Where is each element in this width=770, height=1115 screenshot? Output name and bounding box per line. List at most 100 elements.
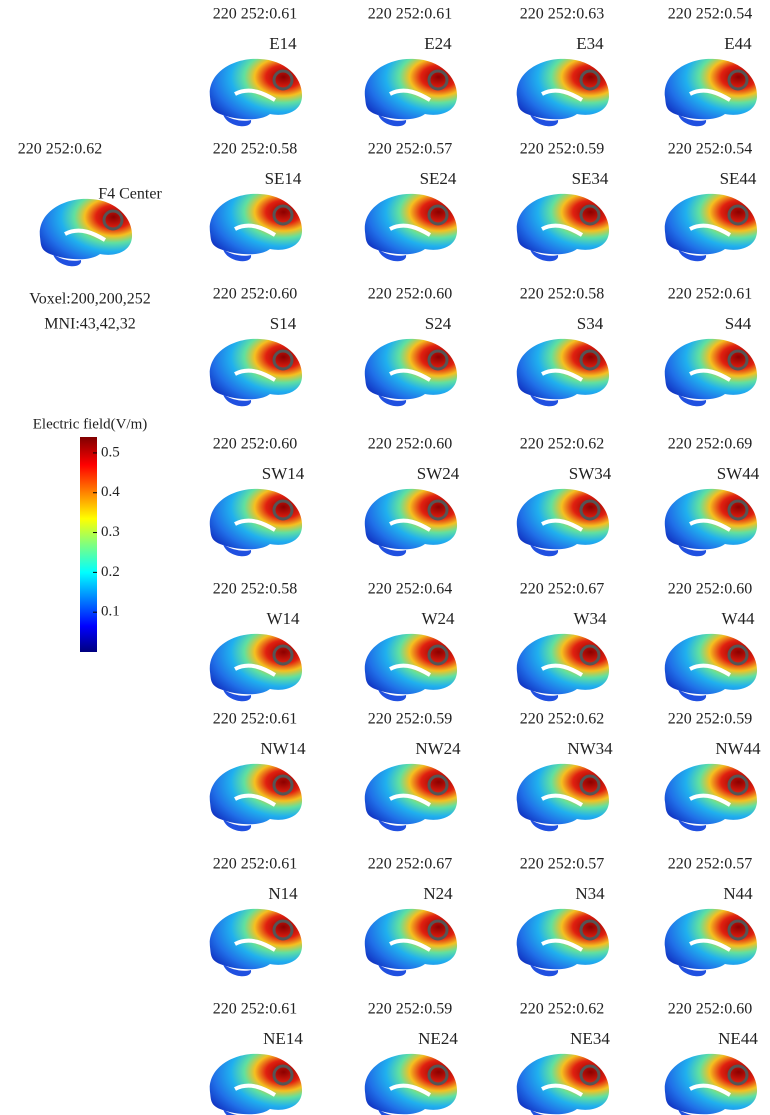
brain-image bbox=[207, 191, 305, 264]
cell-label: NW24 bbox=[415, 739, 461, 758]
cell-label: N14 bbox=[268, 884, 298, 903]
cell-label: S34 bbox=[577, 314, 604, 333]
cell-label: W14 bbox=[266, 609, 300, 628]
cell-score: 220 252:0.64 bbox=[368, 581, 452, 598]
brain-image bbox=[662, 191, 760, 264]
brain-image bbox=[362, 631, 460, 704]
brain-image bbox=[514, 56, 612, 129]
cell-score: 220 252:0.63 bbox=[520, 6, 604, 23]
cell-score: 220 252:0.58 bbox=[213, 141, 297, 158]
cell-score: 220 252:0.62 bbox=[520, 711, 604, 728]
cell-label: NW44 bbox=[715, 739, 761, 758]
cell-label: SE14 bbox=[265, 169, 302, 188]
cell-label: N44 bbox=[723, 884, 753, 903]
mni-text: MNI:43,42,32 bbox=[44, 316, 136, 333]
brain-image bbox=[514, 191, 612, 264]
brain-image bbox=[514, 486, 612, 559]
cell-label: E14 bbox=[269, 34, 297, 53]
cell-label: W24 bbox=[421, 609, 455, 628]
cell-score: 220 252:0.60 bbox=[368, 286, 452, 303]
brain-image bbox=[662, 906, 760, 979]
cell-score: 220 252:0.59 bbox=[668, 711, 752, 728]
cell-label: S44 bbox=[725, 314, 752, 333]
cell-score: 220 252:0.60 bbox=[213, 286, 297, 303]
brain-image bbox=[362, 56, 460, 129]
brain-image bbox=[514, 906, 612, 979]
cell-score: 220 252:0.61 bbox=[213, 711, 297, 728]
cell-score: 220 252:0.60 bbox=[213, 436, 297, 453]
cell-label: E24 bbox=[424, 34, 452, 53]
cell-score: 220 252:0.60 bbox=[368, 436, 452, 453]
brain-image bbox=[207, 1051, 305, 1115]
cell-score: 220 252:0.61 bbox=[668, 286, 752, 303]
colorbar-tick-label: 0.4 bbox=[101, 484, 120, 500]
brain-image bbox=[207, 761, 305, 834]
brain-image bbox=[662, 486, 760, 559]
cell-label: NW14 bbox=[260, 739, 306, 758]
cell-label: W44 bbox=[721, 609, 755, 628]
cell-label: SE34 bbox=[572, 169, 609, 188]
cell-label: SE44 bbox=[720, 169, 757, 188]
cell-label: SW14 bbox=[262, 464, 305, 483]
cell-score: 220 252:0.62 bbox=[520, 1001, 604, 1018]
brain-image bbox=[362, 336, 460, 409]
cell-label: S14 bbox=[270, 314, 297, 333]
cell-label: E44 bbox=[724, 34, 752, 53]
cell-label: E34 bbox=[576, 34, 604, 53]
cell-score: 220 252:0.69 bbox=[668, 436, 752, 453]
brain-image bbox=[514, 631, 612, 704]
colorbar-tick-label: 0.5 bbox=[101, 444, 120, 460]
brain-image bbox=[514, 761, 612, 834]
cell-label: N34 bbox=[575, 884, 605, 903]
brain-image bbox=[207, 906, 305, 979]
cell-score: 220 252:0.57 bbox=[520, 856, 604, 873]
cell-label: SW44 bbox=[717, 464, 760, 483]
brain-image bbox=[207, 56, 305, 129]
brain-image bbox=[37, 196, 135, 269]
colorbar-title: Electric field(V/m) bbox=[33, 416, 148, 432]
cell-score: 220 252:0.60 bbox=[668, 581, 752, 598]
brain-image bbox=[207, 336, 305, 409]
cell-score: 220 252:0.59 bbox=[368, 1001, 452, 1018]
cell-label: S24 bbox=[425, 314, 452, 333]
colorbar-tick-label: 0.1 bbox=[101, 604, 120, 620]
cell-score: 220 252:0.57 bbox=[668, 856, 752, 873]
brain-image bbox=[662, 1051, 760, 1115]
center-label: F4 Center bbox=[98, 186, 162, 203]
brain-image bbox=[514, 1051, 612, 1115]
colorbar bbox=[80, 437, 97, 652]
cell-label: SW24 bbox=[417, 464, 460, 483]
cell-label: SW34 bbox=[569, 464, 612, 483]
cell-label: NE14 bbox=[263, 1029, 303, 1048]
cell-label: NE44 bbox=[718, 1029, 758, 1048]
cell-score: 220 252:0.61 bbox=[213, 1001, 297, 1018]
cell-score: 220 252:0.61 bbox=[213, 856, 297, 873]
cell-label: NW34 bbox=[567, 739, 613, 758]
brain-image bbox=[514, 336, 612, 409]
brain-image bbox=[362, 906, 460, 979]
cell-score: 220 252:0.59 bbox=[368, 711, 452, 728]
brain-image bbox=[662, 631, 760, 704]
brain-image bbox=[362, 1051, 460, 1115]
cell-score: 220 252:0.61 bbox=[213, 6, 297, 23]
center-score: 220 252:0.62 bbox=[18, 141, 102, 158]
colorbar-tick-label: 0.2 bbox=[101, 564, 120, 580]
cell-score: 220 252:0.58 bbox=[213, 581, 297, 598]
cell-label: SE24 bbox=[420, 169, 457, 188]
cell-label: N24 bbox=[423, 884, 453, 903]
brain-image bbox=[362, 191, 460, 264]
cell-label: NE24 bbox=[418, 1029, 458, 1048]
cell-score: 220 252:0.54 bbox=[668, 6, 752, 23]
cell-score: 220 252:0.67 bbox=[520, 581, 604, 598]
brain-image bbox=[207, 486, 305, 559]
cell-score: 220 252:0.67 bbox=[368, 856, 452, 873]
brain-image bbox=[362, 761, 460, 834]
brain-image bbox=[662, 56, 760, 129]
cell-score: 220 252:0.62 bbox=[520, 436, 604, 453]
brain-image bbox=[207, 631, 305, 704]
cell-label: W34 bbox=[573, 609, 607, 628]
brain-image bbox=[662, 336, 760, 409]
brain-image bbox=[662, 761, 760, 834]
cell-score: 220 252:0.57 bbox=[368, 141, 452, 158]
